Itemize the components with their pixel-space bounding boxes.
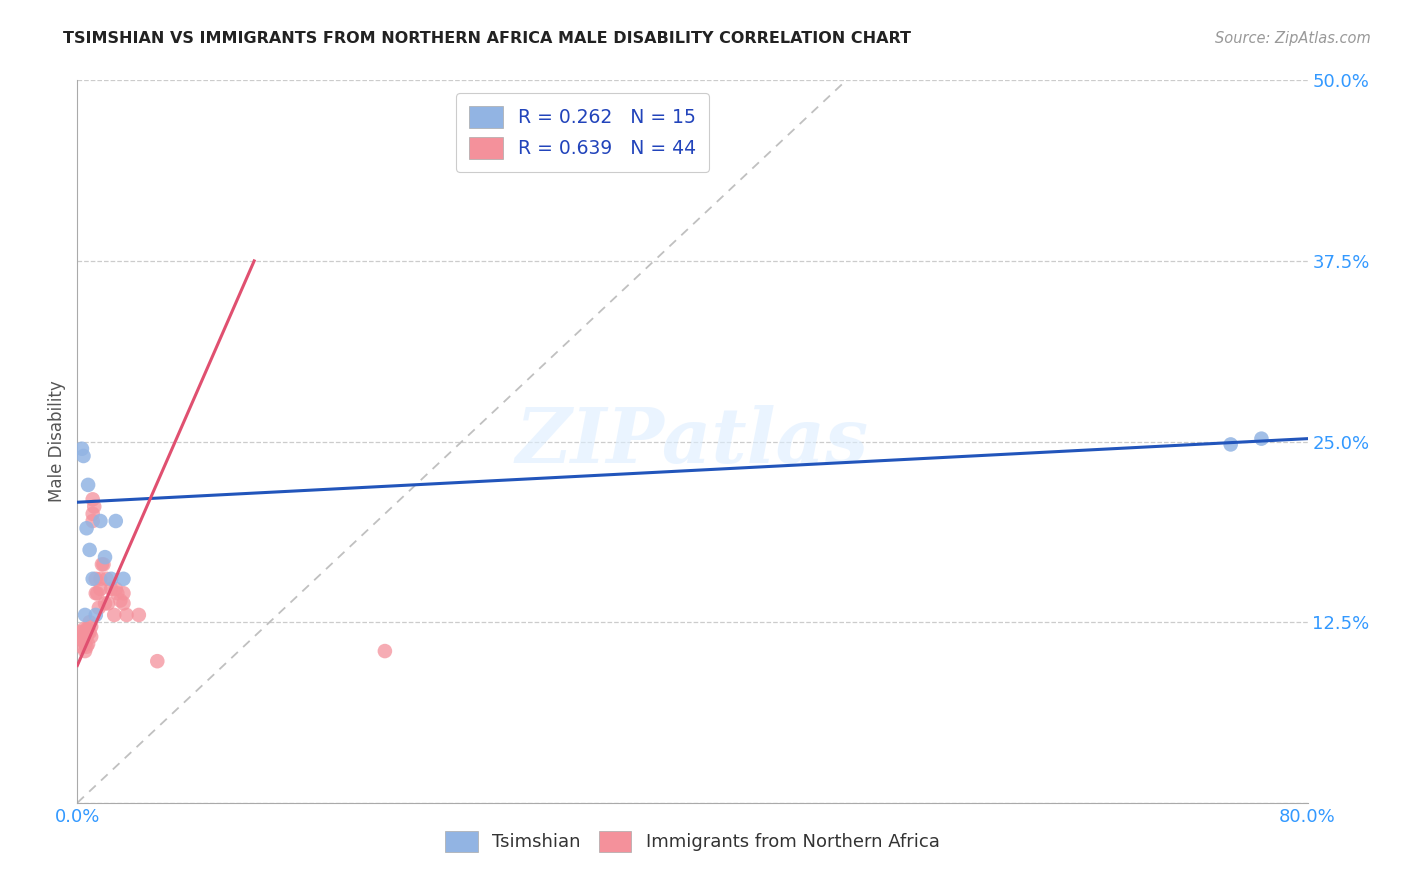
Point xyxy=(1250,432,1272,446)
Point xyxy=(80,630,103,644)
Point xyxy=(104,514,127,528)
Point xyxy=(69,625,91,640)
Point xyxy=(80,619,103,633)
Point xyxy=(82,492,104,507)
Point xyxy=(77,625,100,640)
Point xyxy=(77,623,100,637)
Point xyxy=(112,586,135,600)
Point xyxy=(83,500,105,514)
Point xyxy=(115,607,138,622)
Point xyxy=(374,644,396,658)
Point xyxy=(94,550,117,565)
Point xyxy=(70,640,93,654)
Point xyxy=(82,572,104,586)
Point xyxy=(76,521,98,535)
Point xyxy=(146,654,169,668)
Point xyxy=(73,607,96,622)
Point xyxy=(79,625,101,640)
Legend: Tsimshian, Immigrants from Northern Africa: Tsimshian, Immigrants from Northern Afri… xyxy=(439,823,946,859)
Point xyxy=(89,514,111,528)
Point xyxy=(73,630,96,644)
Point xyxy=(77,478,100,492)
Point xyxy=(70,442,93,456)
Point xyxy=(72,623,94,637)
Point xyxy=(112,596,135,610)
Point xyxy=(96,572,118,586)
Point xyxy=(79,542,101,557)
Y-axis label: Male Disability: Male Disability xyxy=(48,381,66,502)
Point xyxy=(73,644,96,658)
Point xyxy=(86,586,108,600)
Point xyxy=(128,607,150,622)
Point xyxy=(72,449,94,463)
Point xyxy=(100,572,122,586)
Point xyxy=(94,596,117,610)
Point xyxy=(97,596,120,610)
Text: Source: ZipAtlas.com: Source: ZipAtlas.com xyxy=(1215,31,1371,46)
Point xyxy=(79,615,101,630)
Point xyxy=(73,637,96,651)
Point xyxy=(70,630,93,644)
Point xyxy=(82,507,104,521)
Point xyxy=(89,582,111,596)
Point xyxy=(104,582,127,596)
Text: TSIMSHIAN VS IMMIGRANTS FROM NORTHERN AFRICA MALE DISABILITY CORRELATION CHART: TSIMSHIAN VS IMMIGRANTS FROM NORTHERN AF… xyxy=(63,31,911,46)
Point xyxy=(76,630,98,644)
Point xyxy=(76,623,98,637)
Point xyxy=(1219,437,1241,451)
Point xyxy=(112,572,135,586)
Point xyxy=(72,634,94,648)
Point xyxy=(90,558,114,572)
Point xyxy=(82,514,104,528)
Point xyxy=(77,637,100,651)
Point xyxy=(110,593,132,607)
Point xyxy=(84,572,107,586)
Point xyxy=(105,586,128,600)
Point xyxy=(93,558,115,572)
Text: ZIPatlas: ZIPatlas xyxy=(516,405,869,478)
Point xyxy=(84,607,107,622)
Point xyxy=(100,582,122,596)
Point xyxy=(89,572,111,586)
Point xyxy=(76,640,98,654)
Point xyxy=(103,607,125,622)
Point xyxy=(87,600,110,615)
Point xyxy=(84,586,107,600)
